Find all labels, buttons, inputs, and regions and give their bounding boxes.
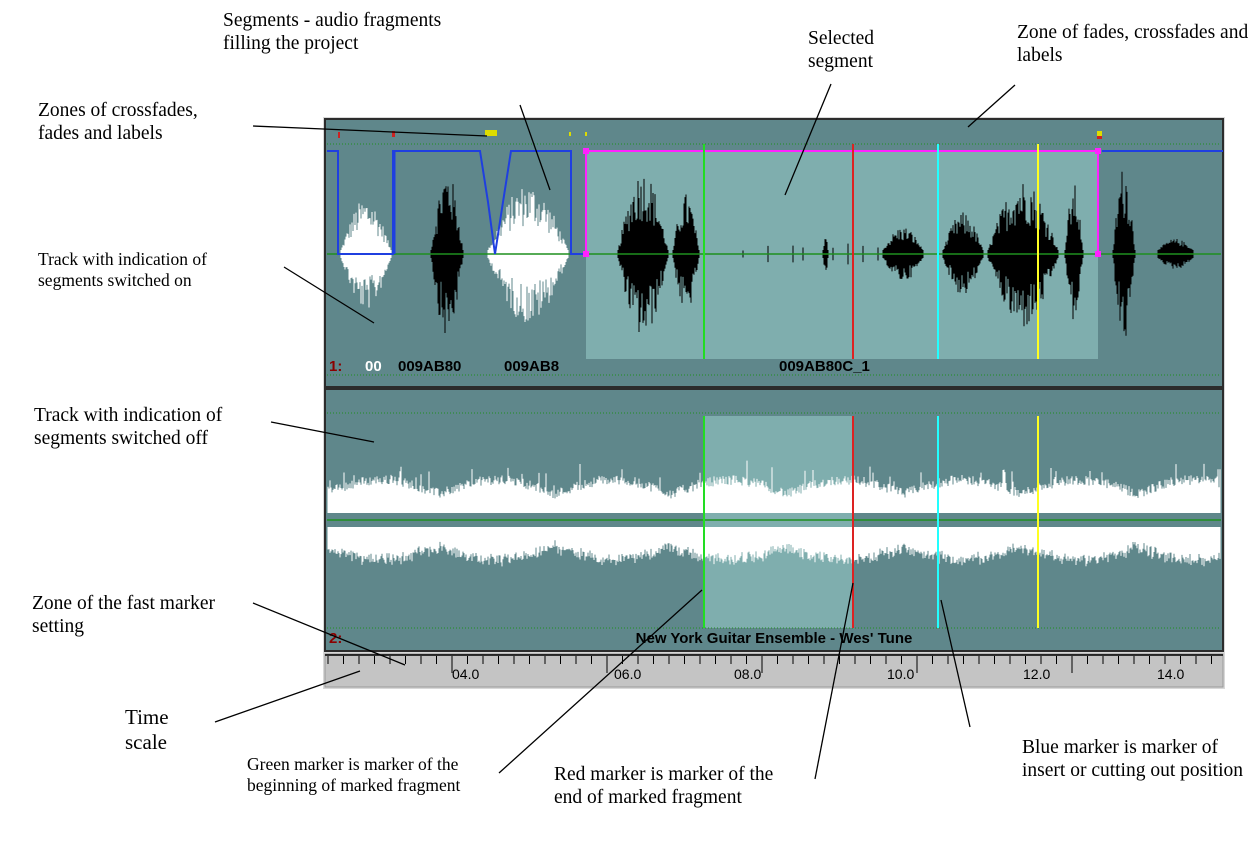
callout-selected-segment: Selected segment [808,28,875,72]
fade-label-flag[interactable] [392,131,395,137]
track-2-waveform [327,460,1221,567]
selected-segment-envelope[interactable] [585,150,1099,254]
fade-label-flag[interactable] [569,132,571,136]
envelope-handle[interactable] [1095,251,1101,257]
fade-label-flag[interactable] [1097,131,1102,138]
track-1[interactable]: 1: 00 009AB80 009AB8 009AB80C_1 [324,118,1224,388]
fade-label-flag [1097,136,1102,139]
time-tick-label: 08.0 [734,666,761,682]
segment-label: 00 [365,358,382,375]
envelope-handle[interactable] [1095,148,1101,154]
crossfade-label-flag[interactable] [485,130,497,136]
callout-fast-marker-zone: Zone of the fast marker setting [32,593,216,637]
envelope-handle[interactable] [583,251,589,257]
callout-green-marker: Green marker is marker of the beginning … [247,754,461,795]
time-scale-background [324,653,1224,688]
segment-label: 009AB80 [398,358,461,375]
fade-label-flag[interactable] [338,132,340,138]
marked-fragment-region[interactable] [704,416,853,628]
segment-label: 009AB8 [504,358,559,375]
callout-blue-marker: Blue marker is marker of insert or cutti… [1022,737,1243,781]
segment-envelope-crossfade[interactable] [394,150,585,255]
callout-segments: Segments - audio fragments filling the p… [223,10,442,54]
multitrack-editor[interactable]: 1: 00 009AB80 009AB8 009AB80C_1 2: New Y… [323,117,1228,689]
time-tick-label: 14.0 [1157,666,1184,682]
editor-canvas[interactable]: 1: 00 009AB80 009AB8 009AB80C_1 2: New Y… [323,117,1228,689]
fade-label-flag[interactable] [585,132,587,136]
envelope-handle[interactable] [583,148,589,154]
callout-zones-crossfades-fades-labels: Zones of crossfades, fades and labels [38,100,198,144]
callout-time-scale: Time scale [125,705,169,754]
track-1-number: 1: [329,358,342,375]
waveform-music [327,460,1221,567]
track-2-number: 2: [329,630,342,647]
callout-red-marker: Red marker is marker of the end of marke… [554,764,774,808]
callout-zone-fades-crossfades-labels: Zone of fades, crossfades and labels [1017,22,1249,66]
callout-track-switched-on: Track with indication of segments switch… [38,249,207,290]
track-2[interactable]: 2: New York Guitar Ensemble - Wes' Tune [324,388,1224,652]
time-scale[interactable]: 04.0 06.0 08.0 10.0 12.0 14.0 [324,653,1228,688]
time-tick-label: 12.0 [1023,666,1050,682]
track-2-title: New York Guitar Ensemble - Wes' Tune [636,630,913,647]
time-tick-label: 06.0 [614,666,641,682]
time-tick-label: 10.0 [887,666,914,682]
callout-track-switched-off: Track with indication of segments switch… [34,405,223,449]
time-tick-label: 04.0 [452,666,479,682]
selected-segment-label: 009AB80C_1 [779,358,870,375]
